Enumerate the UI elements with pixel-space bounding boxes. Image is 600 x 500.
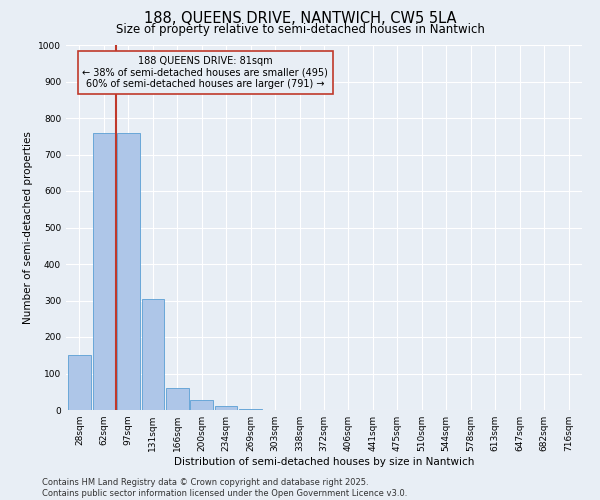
Bar: [68, 355, 91, 410]
Bar: [215, 406, 238, 410]
Bar: [166, 388, 188, 410]
Text: 188, QUEENS DRIVE, NANTWICH, CW5 5LA: 188, QUEENS DRIVE, NANTWICH, CW5 5LA: [144, 11, 456, 26]
Bar: [92, 132, 115, 410]
Bar: [117, 132, 140, 410]
Bar: [190, 400, 213, 410]
Text: 188 QUEENS DRIVE: 81sqm
← 38% of semi-detached houses are smaller (495)
60% of s: 188 QUEENS DRIVE: 81sqm ← 38% of semi-de…: [82, 56, 328, 89]
Y-axis label: Number of semi-detached properties: Number of semi-detached properties: [23, 131, 32, 324]
Text: Size of property relative to semi-detached houses in Nantwich: Size of property relative to semi-detach…: [116, 22, 484, 36]
Text: Contains HM Land Registry data © Crown copyright and database right 2025.
Contai: Contains HM Land Registry data © Crown c…: [42, 478, 407, 498]
Bar: [142, 298, 164, 410]
X-axis label: Distribution of semi-detached houses by size in Nantwich: Distribution of semi-detached houses by …: [174, 457, 474, 467]
